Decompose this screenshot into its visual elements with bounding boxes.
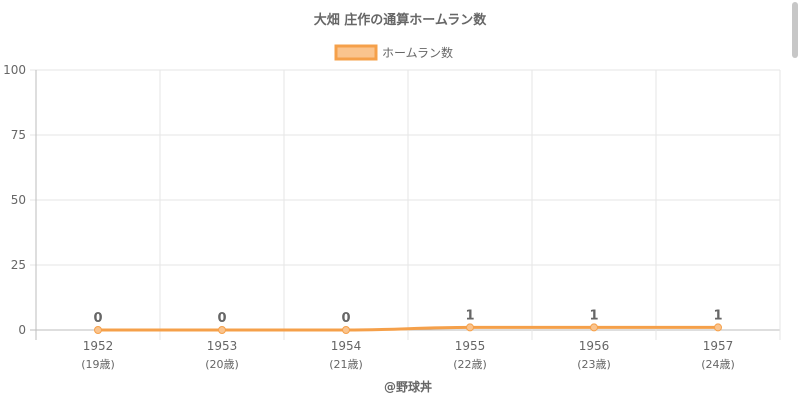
data-point (590, 323, 598, 332)
x-tick-sublabel: (19歳) (81, 358, 115, 371)
legend-label: ホームラン数 (382, 45, 453, 60)
legend[interactable]: ホームラン数 (334, 44, 453, 61)
series-line (96, 325, 720, 332)
x-tick-label: 1957 (703, 339, 734, 353)
data-label: 0 (217, 311, 226, 326)
series-homeruns (94, 323, 722, 334)
data-label: 1 (589, 308, 598, 323)
data-label: 1 (465, 308, 474, 323)
credit-label: @野球丼 (384, 379, 432, 394)
x-tick-sublabel: (23歳) (577, 358, 611, 371)
scrollbar-thumb[interactable] (792, 2, 798, 58)
x-tick-sublabel: (21歳) (329, 358, 363, 371)
x-tick-label: 1954 (331, 339, 362, 353)
data-point (466, 323, 474, 332)
y-tick-label: 75 (11, 128, 26, 142)
y-tick-label: 100 (3, 63, 26, 77)
y-tick-label: 25 (11, 258, 26, 272)
data-label: 1 (713, 308, 722, 323)
x-tick-sublabel: (24歳) (701, 358, 735, 371)
x-tick-label: 1953 (207, 339, 238, 353)
grid (30, 69, 781, 340)
x-tick-label: 1952 (83, 339, 114, 353)
data-point (94, 326, 102, 334)
axes: 02550751001952(19歳)1953(20歳)1954(21歳)195… (3, 63, 735, 371)
data-label: 0 (341, 311, 350, 326)
y-tick-label: 50 (11, 193, 26, 207)
legend-swatch (334, 44, 378, 61)
y-tick-label: 0 (18, 323, 26, 337)
data-point (714, 323, 722, 332)
x-tick-sublabel: (22歳) (453, 358, 487, 371)
data-point (218, 326, 226, 334)
data-point (342, 326, 350, 334)
x-tick-sublabel: (20歳) (205, 358, 239, 371)
x-tick-label: 1955 (455, 339, 486, 353)
x-tick-label: 1956 (579, 339, 610, 353)
chart-title: 大畑 庄作の通算ホームラン数 (314, 12, 487, 28)
vertical-scrollbar[interactable] (790, 0, 800, 400)
data-label: 0 (93, 311, 102, 326)
data-labels: 0 0 0 1 1 1 (93, 308, 722, 326)
